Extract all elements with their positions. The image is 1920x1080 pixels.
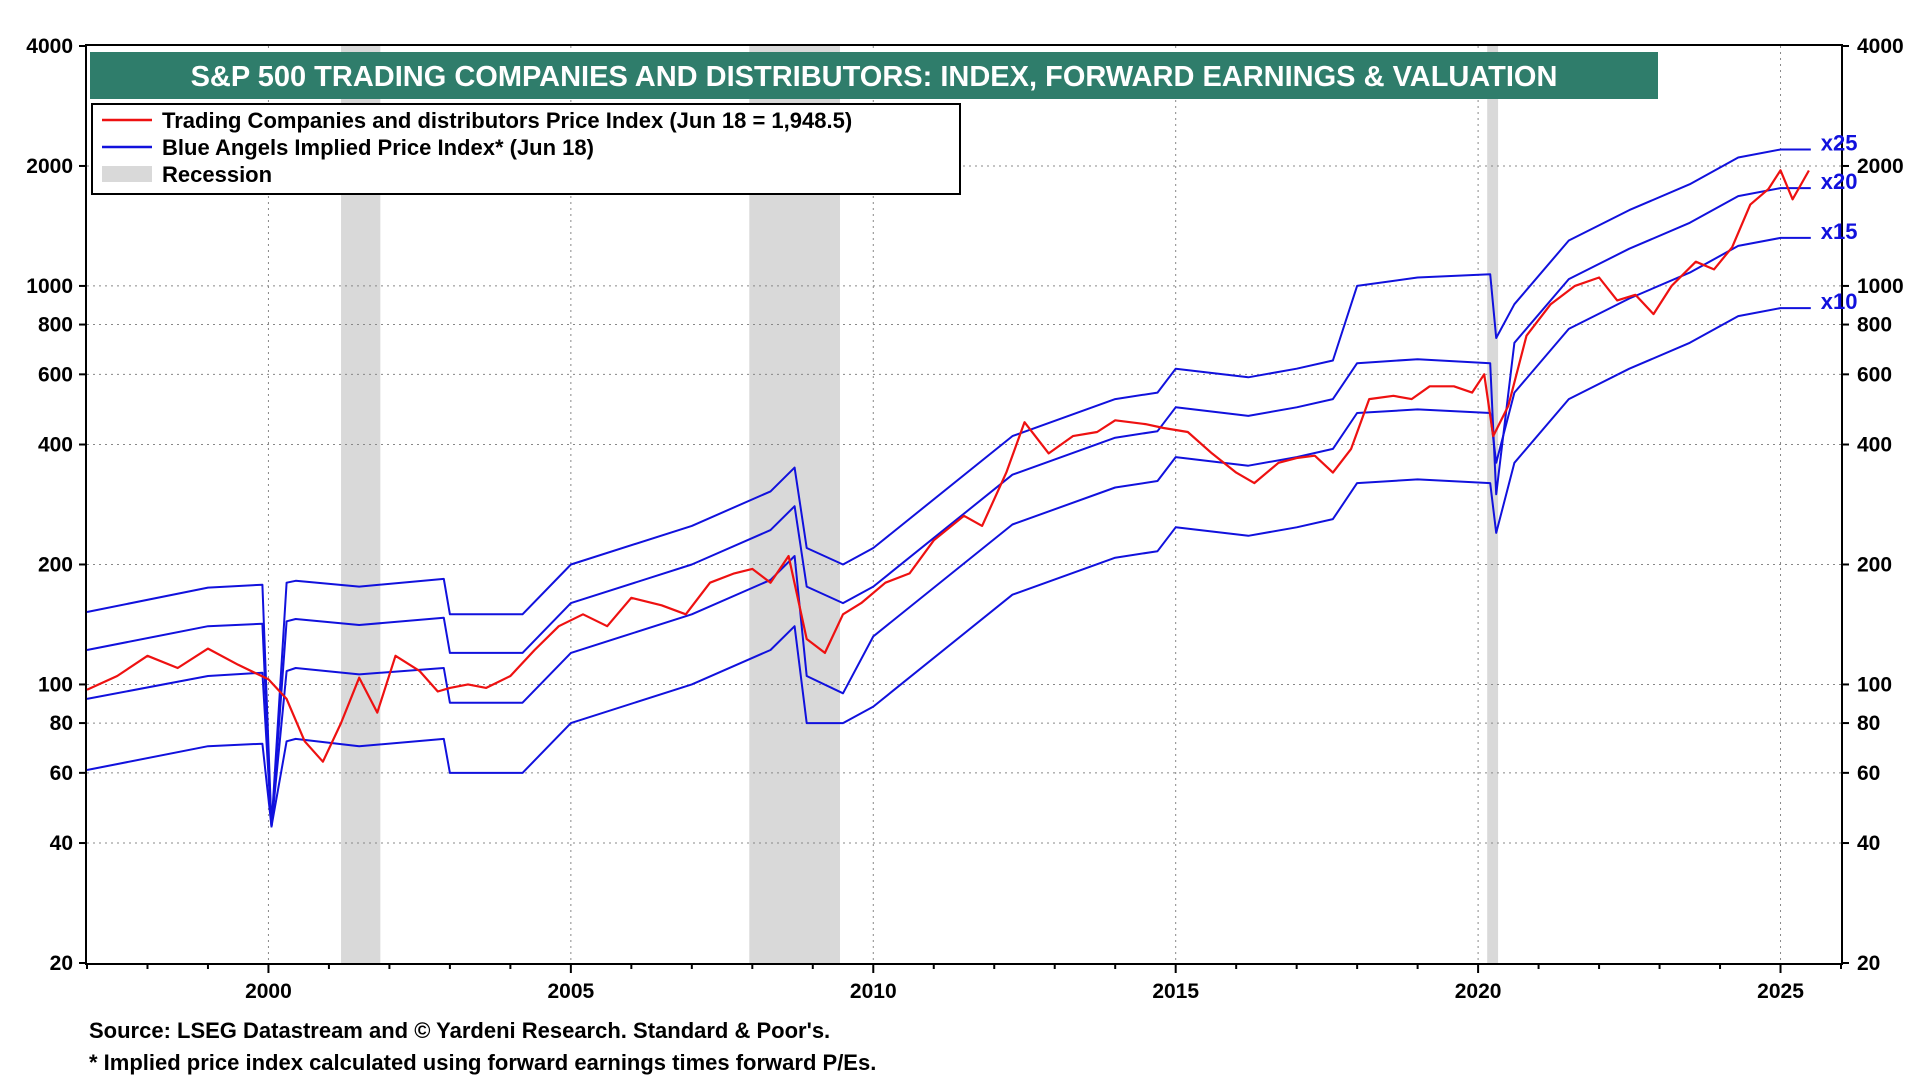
source-note: Source: LSEG Datastream and © Yardeni Re… bbox=[89, 1018, 831, 1043]
title-banner: S&P 500 TRADING COMPANIES AND DISTRIBUTO… bbox=[90, 52, 1658, 99]
series-line-x10 bbox=[86, 307, 1811, 828]
series-line-x20 bbox=[86, 187, 1811, 828]
y-tick-label-right: 100 bbox=[1857, 673, 1892, 696]
y-tick-label-left: 60 bbox=[50, 762, 73, 785]
x-tick-label: 2020 bbox=[1455, 980, 1502, 1003]
x-tick-label: 2010 bbox=[850, 980, 897, 1003]
y-tick-label-right: 20 bbox=[1857, 952, 1880, 975]
y-tick-label-left: 800 bbox=[38, 314, 73, 337]
legend-label-recession: Recession bbox=[162, 162, 272, 187]
y-tick-label-right: 2000 bbox=[1857, 155, 1904, 178]
series-lines bbox=[86, 148, 1811, 828]
x-tick-label: 2025 bbox=[1757, 980, 1804, 1003]
y-tick-label-right: 600 bbox=[1857, 363, 1892, 386]
chart-title: S&P 500 TRADING COMPANIES AND DISTRIBUTO… bbox=[191, 61, 1558, 93]
x-tick-label: 2005 bbox=[548, 980, 595, 1003]
y-tick-label-right: 80 bbox=[1857, 712, 1880, 735]
y-tick-label-left: 100 bbox=[38, 673, 73, 696]
recession-band bbox=[749, 46, 841, 963]
multiple-labels: x25 x20 x15 x10 bbox=[1821, 130, 1858, 314]
plot-frame bbox=[85, 44, 1843, 965]
series-line-price-index bbox=[86, 169, 1810, 763]
y-tick-label-left: 200 bbox=[38, 553, 73, 576]
multiple-label-x15: x15 bbox=[1821, 219, 1858, 244]
y-tick-label-left: 600 bbox=[38, 363, 73, 386]
legend-label-implied: Blue Angels Implied Price Index* (Jun 18… bbox=[162, 135, 594, 160]
y-tick-label-left: 1000 bbox=[26, 275, 73, 298]
y-tick-label-left: 2000 bbox=[26, 155, 73, 178]
y-tick-label-left: 4000 bbox=[26, 35, 73, 58]
y-tick-label-left: 400 bbox=[38, 434, 73, 457]
legend-swatch-recession bbox=[102, 166, 152, 182]
y-tick-label-right: 200 bbox=[1857, 553, 1892, 576]
multiple-label-x20: x20 bbox=[1821, 169, 1858, 194]
y-tick-label-right: 400 bbox=[1857, 434, 1892, 457]
y-tick-label-right: 60 bbox=[1857, 762, 1880, 785]
y-tick-label-left: 80 bbox=[50, 712, 73, 735]
multiple-label-x10: x10 bbox=[1821, 289, 1858, 314]
series-line-x15 bbox=[86, 236, 1811, 828]
series-line-x25 bbox=[86, 148, 1811, 828]
legend: Trading Companies and distributors Price… bbox=[91, 103, 961, 195]
x-tick-label: 2015 bbox=[1152, 980, 1199, 1003]
title-background bbox=[90, 52, 1658, 99]
legend-box bbox=[91, 103, 961, 195]
footnote: * Implied price index calculated using f… bbox=[89, 1050, 877, 1075]
legend-label-price: Trading Companies and distributors Price… bbox=[162, 108, 852, 133]
x-tick-label: 2000 bbox=[245, 980, 292, 1003]
y-tick-label-left: 40 bbox=[50, 832, 73, 855]
y-tick-label-right: 1000 bbox=[1857, 275, 1904, 298]
recession-band bbox=[341, 46, 381, 963]
y-tick-label-left: 20 bbox=[50, 952, 73, 975]
y-tick-label-right: 4000 bbox=[1857, 35, 1904, 58]
y-tick-label-right: 40 bbox=[1857, 832, 1880, 855]
multiple-label-x25: x25 bbox=[1821, 130, 1858, 155]
y-tick-label-right: 800 bbox=[1857, 314, 1892, 337]
